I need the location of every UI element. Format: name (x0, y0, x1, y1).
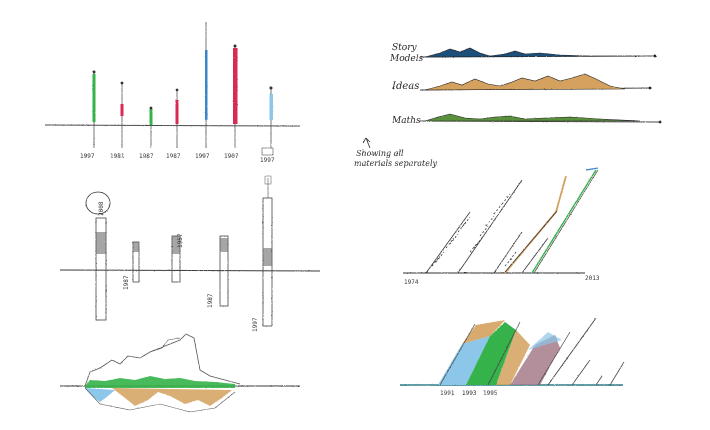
band-mauve (510, 335, 560, 385)
sketch-bottom-right: 1991 1993 1995 (400, 317, 625, 397)
label-bubble (85, 191, 111, 215)
annotation-arrow (362, 137, 371, 149)
stem-4 (175, 88, 179, 148)
sketch-top-right: Story Models Ideas Maths Showing all mat… (354, 43, 662, 168)
blue-area (85, 388, 115, 402)
green-area (85, 376, 235, 388)
band-label-1: 1991 (440, 390, 455, 397)
slant-3 (493, 231, 523, 274)
band-blue (438, 336, 490, 385)
x-label-3: 1987 (139, 153, 154, 160)
x-label-2: 1981 (110, 153, 125, 160)
bar-label-5: 1997 (252, 317, 259, 332)
x-label-6: 1907 (224, 153, 239, 160)
stem-5 (205, 22, 208, 148)
stem-2 (120, 81, 124, 148)
tan-area (112, 388, 232, 406)
annotation-line-1: Showing all (356, 149, 404, 158)
sketch-mid-left: 2008 1987 1957 1987 1997 (59, 175, 321, 332)
x-label-5: 1997 (195, 153, 210, 160)
ridge-2 (424, 73, 626, 91)
band-label-2: 1993 (462, 390, 477, 397)
ridge-1 (424, 47, 641, 58)
row-label-1a: Story (392, 43, 418, 53)
slant-4 (504, 175, 567, 274)
row-label-1b: Models (389, 54, 424, 64)
x-label-1: 1997 (80, 153, 95, 160)
bar-4 (219, 235, 229, 307)
baseline (44, 124, 301, 127)
sketch-mid-right: 1974 2013 (403, 167, 600, 286)
band-label-3: 1995 (483, 390, 498, 397)
bar-label-3: 1957 (177, 233, 184, 248)
stem-7 (261, 86, 274, 156)
ridge-3 (424, 113, 641, 122)
bar-label-4: 1987 (207, 293, 214, 308)
band-tan-2 (496, 330, 530, 385)
baseline (59, 269, 321, 272)
bar-label-2: 1987 (123, 275, 130, 290)
x-label-4: 1987 (166, 153, 181, 160)
band-tan (462, 320, 505, 344)
stem-6 (233, 44, 238, 148)
sketch-bottom-left (60, 333, 300, 413)
band-green (466, 322, 516, 385)
slant-1 (425, 211, 471, 274)
row-label-3: Maths (391, 116, 421, 126)
slant-5 (521, 237, 549, 274)
bar-1 (95, 217, 107, 321)
annotation-line-2: materials separately (354, 159, 437, 168)
stem-3 (149, 106, 153, 148)
row-label-2: Ideas (391, 81, 419, 92)
upper-outline (84, 333, 241, 387)
axis-start-label: 1974 (404, 279, 419, 286)
slant-2 (457, 179, 523, 274)
x-label-7: 1997 (260, 157, 275, 164)
axis-end-label: 2013 (585, 275, 600, 282)
sketch-top-left: 1997 1981 1987 1987 1997 1907 1997 (44, 22, 301, 164)
slant-6 (531, 169, 597, 274)
stem-1 (92, 70, 96, 148)
bar-label-1: 2008 (98, 201, 105, 216)
